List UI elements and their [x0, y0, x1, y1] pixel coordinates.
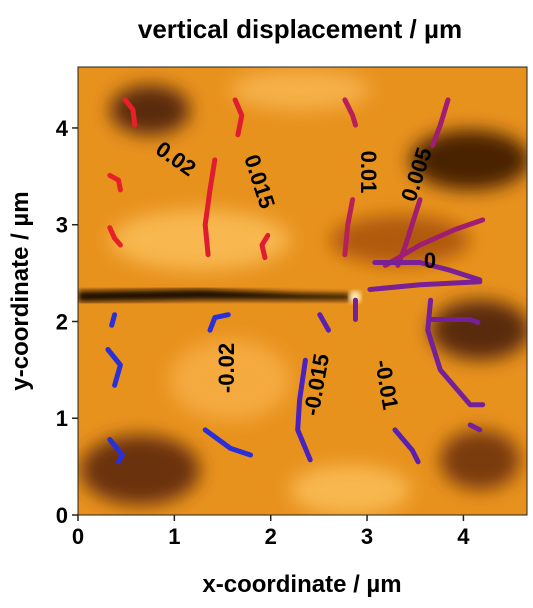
y-tick-label: 1 — [56, 406, 68, 431]
y-axis-label: y-coordinate / µm — [7, 191, 34, 390]
contour-line — [382, 97, 486, 268]
contour-line — [202, 97, 271, 261]
y-tick-label: 0 — [56, 503, 68, 528]
contour-label: 0 — [424, 248, 436, 273]
x-tick-label: 4 — [457, 524, 470, 549]
contour-line — [367, 260, 483, 292]
x-tick-label: 2 — [265, 524, 277, 549]
chart-title: vertical displacement / µm — [138, 14, 462, 44]
x-tick-label: 0 — [72, 524, 84, 549]
y-tick-label: 3 — [56, 213, 68, 238]
plot-frame — [77, 66, 528, 516]
contour-line — [353, 297, 486, 433]
y-tick-label: 4 — [56, 116, 69, 141]
contour-line — [317, 312, 421, 465]
y-tick-label: 2 — [56, 309, 68, 334]
contour-label: -0.02 — [214, 343, 239, 393]
contour-line — [105, 312, 253, 465]
afm-image — [78, 67, 527, 515]
contour-label: 0.01 — [356, 151, 381, 194]
x-tick-label: 1 — [168, 524, 180, 549]
x-tick-label: 3 — [361, 524, 373, 549]
contour-line — [342, 97, 358, 258]
x-axis-label: x-coordinate / µm — [202, 571, 401, 598]
contour-line — [107, 97, 138, 248]
contour-line — [295, 357, 313, 463]
